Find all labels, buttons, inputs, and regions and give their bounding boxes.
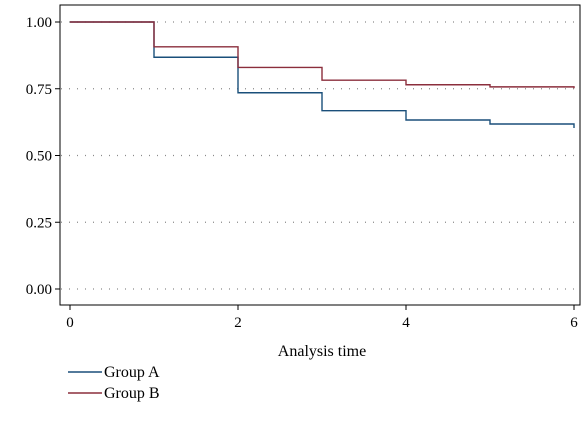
x-tick-label: 4 (402, 315, 410, 331)
y-tick-label: 0.00 (26, 282, 52, 298)
series-line-group-b (70, 21, 575, 89)
x-tick-label: 0 (66, 315, 74, 331)
x-axis-label: Analysis time (278, 343, 366, 360)
y-tick-label: 0.25 (26, 215, 52, 231)
x-axis: 0 2 4 6 (66, 305, 578, 331)
legend-label: Group B (104, 385, 160, 402)
y-axis: 0.00 0.25 0.50 0.75 1.00 (26, 15, 60, 298)
x-tick-label: 2 (234, 315, 242, 331)
legend: Group A Group B (68, 364, 160, 402)
y-tick-label: 0.50 (26, 149, 52, 165)
series-line-group-a (70, 21, 575, 128)
y-tick-label: 0.75 (26, 82, 52, 98)
legend-label: Group A (104, 364, 160, 381)
x-tick-label: 6 (570, 315, 578, 331)
y-tick-label: 1.00 (26, 15, 52, 31)
grid-lines (61, 21, 579, 290)
series-lines (70, 21, 575, 128)
